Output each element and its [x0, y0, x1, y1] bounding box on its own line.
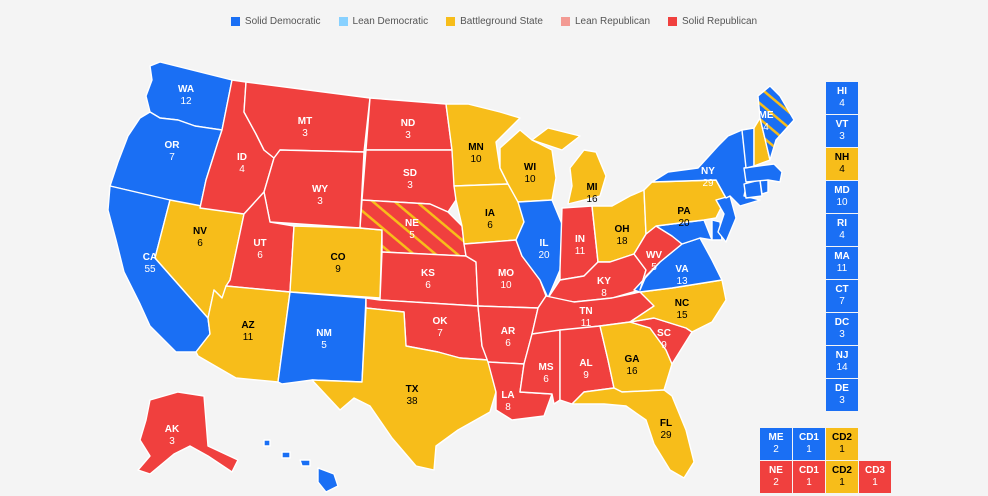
state-mn[interactable] [445, 103, 521, 187]
state-box-ev: 4 [839, 98, 845, 109]
state-nd[interactable] [365, 97, 453, 151]
state-tx[interactable] [311, 307, 497, 471]
state-hi[interactable] [263, 439, 339, 493]
state-ks[interactable] [379, 251, 479, 307]
state-box-ev: 10 [836, 197, 848, 208]
state-box-abbr: DE [835, 383, 849, 394]
legend-label: Lean Republican [574, 16, 651, 27]
legend-item-solid-republican[interactable]: Solid Republican [668, 16, 757, 27]
district-box-ne-cd2[interactable]: CD2 1 [826, 461, 858, 493]
state-box-ev: 4 [839, 164, 845, 175]
district-box-ne[interactable]: NE 2 [760, 461, 792, 493]
hawaii-kauai [263, 439, 271, 447]
district-box-abbr: CD1 [798, 432, 819, 443]
state-wi[interactable] [499, 129, 557, 203]
legend-item-solid-democratic[interactable]: Solid Democratic [230, 16, 321, 27]
state-box-ri[interactable]: RI 4 [826, 214, 858, 246]
district-box-ev: 2 [773, 444, 779, 455]
state-box-md[interactable]: MD 10 [826, 181, 858, 213]
state-box-ev: 11 [836, 263, 848, 274]
state-box-de[interactable]: DE 3 [826, 379, 858, 411]
legend-swatch [668, 17, 678, 26]
legend-label: Solid Republican [682, 16, 758, 27]
district-box-ne-cd1[interactable]: CD1 1 [793, 461, 825, 493]
state-il[interactable] [515, 199, 563, 299]
hawaii-island [317, 467, 339, 493]
legend-label: Lean Democratic [352, 16, 429, 27]
state-nm[interactable] [277, 291, 367, 385]
district-box-ne-cd3[interactable]: CD3 1 [859, 461, 891, 493]
state-box-abbr: MD [834, 185, 850, 196]
state-box-abbr: NH [834, 152, 850, 163]
state-box-ev: 3 [839, 395, 845, 406]
district-box-ev: 1 [806, 444, 812, 455]
state-ma[interactable] [743, 163, 783, 183]
district-box-ev: 1 [839, 477, 845, 488]
state-ri[interactable] [759, 179, 769, 195]
district-box-ev: 2 [773, 477, 779, 488]
legend-swatch [560, 17, 570, 26]
legend-swatch [338, 17, 348, 26]
state-me[interactable] [757, 85, 795, 161]
district-box-ev: 1 [872, 477, 878, 488]
district-box-abbr: NE [769, 465, 783, 476]
state-fl[interactable] [571, 387, 695, 479]
state-ak[interactable] [137, 391, 239, 475]
state-wy[interactable] [263, 149, 365, 229]
state-co[interactable] [289, 225, 383, 299]
state-box-ev: 3 [839, 131, 845, 142]
state-box-abbr: NJ [835, 350, 849, 361]
district-box-me-cd1[interactable]: CD1 1 [793, 428, 825, 460]
state-box-ev: 4 [839, 230, 845, 241]
legend-item-lean-republican[interactable]: Lean Republican [560, 16, 651, 27]
hawaii-oahu [281, 451, 291, 459]
state-box-vt[interactable]: VT 3 [826, 115, 858, 147]
district-box-abbr: CD2 [831, 465, 852, 476]
legend-item-lean-democratic[interactable]: Lean Democratic [338, 16, 429, 27]
state-box-ct[interactable]: CT 7 [826, 280, 858, 312]
state-mt[interactable] [243, 81, 371, 159]
state-box-ma[interactable]: MA 11 [826, 247, 858, 279]
district-box-me[interactable]: ME 2 [760, 428, 792, 460]
district-box-ev: 1 [806, 477, 812, 488]
district-box-abbr: CD2 [831, 432, 852, 443]
state-box-ev: 14 [836, 362, 848, 373]
state-box-dc[interactable]: DC 3 [826, 313, 858, 345]
state-box-abbr: HI [837, 86, 847, 97]
district-box-ev: 1 [839, 444, 845, 455]
district-box-abbr: CD1 [798, 465, 819, 476]
state-box-abbr: RI [837, 218, 847, 229]
legend-swatch [230, 17, 240, 26]
legend-item-battleground-state[interactable]: Battleground State [446, 16, 543, 27]
hawaii-maui [299, 459, 311, 467]
map-legend: Solid Democratic Lean Democratic Battleg… [0, 16, 988, 27]
state-box-ev: 7 [839, 296, 845, 307]
district-box-abbr: ME [768, 432, 784, 443]
state-box-abbr: DC [834, 317, 850, 328]
state-box-nj[interactable]: NJ 14 [826, 346, 858, 378]
state-box-hi[interactable]: HI 4 [826, 82, 858, 114]
legend-label: Solid Democratic [244, 16, 321, 27]
state-box-nh[interactable]: NH 4 [826, 148, 858, 180]
district-box-abbr: CD3 [864, 465, 885, 476]
state-box-abbr: VT [835, 119, 849, 130]
legend-swatch [446, 17, 456, 26]
state-ct[interactable] [743, 179, 763, 199]
state-de[interactable] [711, 219, 723, 241]
state-mi[interactable] [531, 127, 607, 205]
district-box-me-cd2[interactable]: CD2 1 [826, 428, 858, 460]
state-box-abbr: CT [835, 284, 849, 295]
legend-label: Battleground State [460, 16, 543, 27]
state-box-abbr: MA [834, 251, 850, 262]
state-box-ev: 3 [839, 329, 845, 340]
